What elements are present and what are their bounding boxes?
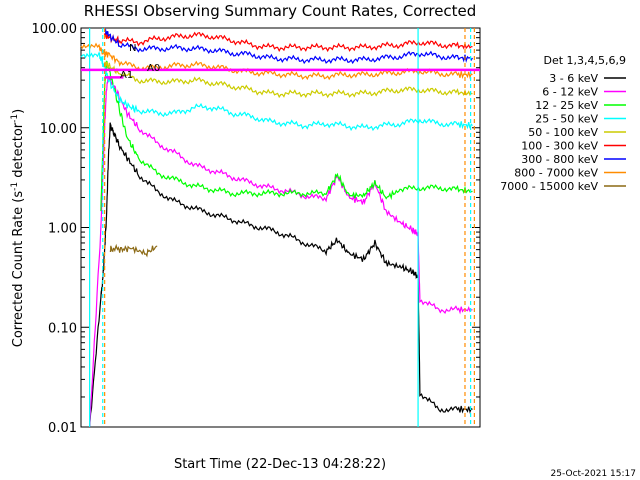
series-line [80, 42, 473, 81]
event-markers: A1 A0 N [81, 28, 480, 427]
series-line [104, 27, 473, 65]
annotation-a0: A0 [147, 63, 160, 74]
y-axis-label-end: ) [11, 109, 26, 114]
series-line [109, 243, 158, 258]
legend-label: 7000 - 15000 keV [500, 180, 598, 193]
legend-label: 6 - 12 keV [542, 86, 598, 99]
legend-label: 12 - 25 keV [535, 99, 598, 112]
series-line [104, 31, 473, 53]
series-line [104, 61, 473, 99]
y-tick-label: 10.00 [40, 122, 77, 137]
y-axis: 100.00 10.00 1.00 0.10 0.01 [32, 22, 480, 436]
legend-label: 3 - 6 keV [549, 72, 598, 85]
y-tick-label: 1.00 [48, 222, 77, 237]
y-axis-label-sup2: -1 [10, 114, 20, 123]
y-tick-label: 100.00 [32, 22, 78, 37]
annotation-a1: A1 [120, 70, 133, 81]
x-axis-label: Start Time (22-Dec-13 04:28:22) [174, 457, 386, 472]
y-axis-label: Corrected Count Rate (s-1 detector-1) [10, 109, 26, 347]
legend-label: 800 - 7000 keV [514, 167, 598, 180]
annotation-n: N [129, 43, 136, 54]
y-axis-label-mid: detector [11, 122, 26, 182]
y-axis-label-main: Corrected Count Rate (s [11, 191, 26, 348]
legend-header: Det 1,3,4,5,6,9 [543, 54, 626, 67]
legend-label: 100 - 300 keV [521, 140, 598, 153]
y-tick-label: 0.10 [48, 321, 77, 336]
legend-label: 300 - 800 keV [521, 153, 598, 166]
legend-label: 25 - 50 keV [535, 113, 598, 126]
series-lines [80, 27, 473, 427]
legend-label: 50 - 100 keV [528, 126, 598, 139]
series-line [80, 50, 473, 132]
series-line [89, 122, 473, 427]
footer-date: 25-Oct-2021 15:17 [551, 469, 636, 479]
y-axis-label-sup1: -1 [10, 182, 20, 191]
chart-title: RHESSI Observing Summary Count Rates, Co… [84, 2, 477, 20]
series-line [100, 60, 473, 212]
y-tick-label: 0.01 [48, 421, 77, 436]
